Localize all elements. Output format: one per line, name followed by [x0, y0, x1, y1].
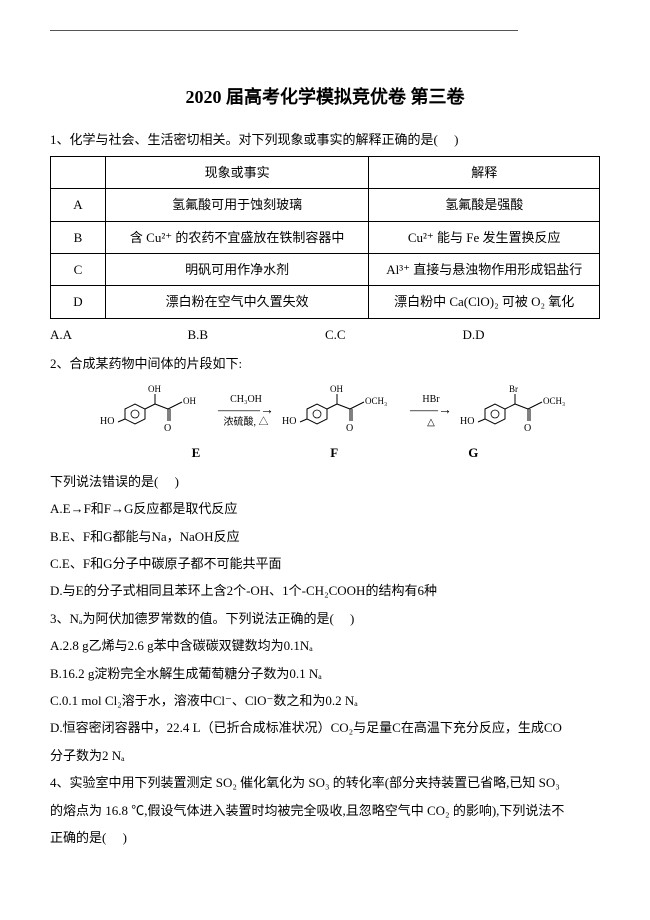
option-a: A.A [50, 323, 188, 346]
q2-after: 下列说法错误的是( ) [50, 470, 600, 493]
q2-opt-c: C.E、F和G分子中碳原子都不可能共平面 [50, 552, 600, 575]
cell: 解释 [369, 156, 600, 188]
label-g: G [468, 441, 478, 464]
page-title: 2020 届高考化学模拟竞优卷 第三卷 [50, 81, 600, 113]
q3-opt-d2: 分子数为2 Nₐ [50, 744, 600, 767]
q3-opt-b: B.16.2 g淀粉完全水解生成葡萄糖分子数为0.1 Nₐ [50, 662, 600, 685]
header-rule [50, 30, 518, 31]
cell: Al³⁺ 直接与悬浊物作用形成铝盐行 [369, 253, 600, 285]
q4-stem3: 正确的是( ) [50, 826, 600, 849]
cell: 漂白粉中 Ca(ClO)₂ 可被 O₂ 氧化 [369, 286, 600, 318]
molecule-labels: E F G [70, 441, 600, 464]
molecule-e-svg: HO OH O OH [100, 384, 210, 439]
arrow-icon: ——→ [410, 405, 452, 416]
reaction-scheme: HO OH O OH CH₃OH ———→ 浓硫酸, △ HO OH [80, 384, 600, 439]
svg-text:HO: HO [100, 416, 114, 427]
svg-text:O: O [346, 423, 353, 434]
option-d: D.D [463, 323, 601, 346]
q2-stem: 2、合成某药物中间体的片段如下: [50, 352, 600, 375]
cell [51, 156, 106, 188]
molecule-g-svg: HO Br O OCH₃ [460, 384, 580, 439]
molecule-f-svg: HO OH O OCH₃ [282, 384, 402, 439]
reaction-arrow-2: HBr ——→ △ [410, 394, 452, 427]
arrow-bot: △ [427, 417, 435, 428]
q1-stem: 1、化学与社会、生活密切相关。对下列现象或事实的解释正确的是( ) [50, 128, 600, 151]
q2-opt-b: B.E、F和G都能与Na，NaOH反应 [50, 525, 600, 548]
q3-opt-c: C.0.1 mol Cl₂溶于水，溶液中Cl⁻、ClO⁻数之和为0.2 Nₐ [50, 689, 600, 712]
molecule-e: HO OH O OH [100, 384, 210, 439]
svg-text:OH: OH [330, 384, 343, 394]
svg-text:OH: OH [148, 384, 161, 394]
arrow-icon: ———→ [218, 405, 274, 416]
q4-stem1: 4、实验室中用下列装置测定 SO₂ 催化氧化为 SO₃ 的转化率(部分夹持装置已… [50, 771, 600, 794]
q4-stem2: 的熔点为 16.8 ℃,假设气体进入装置时均被完全吸收,且忽略空气中 CO₂ 的… [50, 799, 600, 822]
option-b: B.B [188, 323, 326, 346]
label-e: E [192, 441, 201, 464]
table-row: C 明矾可用作净水剂 Al³⁺ 直接与悬浊物作用形成铝盐行 [51, 253, 600, 285]
cell: 明矾可用作净水剂 [105, 253, 369, 285]
option-c: C.C [325, 323, 463, 346]
svg-text:HO: HO [460, 416, 474, 427]
q1-table: 现象或事实 解释 A 氢氟酸可用于蚀刻玻璃 氢氟酸是强酸 B 含 Cu²⁺ 的农… [50, 156, 600, 319]
reaction-arrow-1: CH₃OH ———→ 浓硫酸, △ [218, 394, 274, 427]
cell: 现象或事实 [105, 156, 369, 188]
svg-text:Br: Br [509, 384, 518, 394]
cell: 氢氟酸是强酸 [369, 189, 600, 221]
svg-text:OCH₃: OCH₃ [543, 396, 565, 406]
table-row: B 含 Cu²⁺ 的农药不宜盛放在铁制容器中 Cu²⁺ 能与 Fe 发生置换反应 [51, 221, 600, 253]
svg-text:O: O [164, 423, 171, 434]
cell: C [51, 253, 106, 285]
molecule-f: HO OH O OCH₃ [282, 384, 402, 439]
svg-text:OH: OH [183, 396, 196, 406]
table-row: A 氢氟酸可用于蚀刻玻璃 氢氟酸是强酸 [51, 189, 600, 221]
arrow-bot: 浓硫酸, △ [224, 417, 269, 428]
cell: 含 Cu²⁺ 的农药不宜盛放在铁制容器中 [105, 221, 369, 253]
cell: B [51, 221, 106, 253]
svg-text:HO: HO [282, 416, 296, 427]
cell: A [51, 189, 106, 221]
q3-opt-d: D.恒容密闭容器中，22.4 L（已折合成标准状况）CO₂与足量C在高温下充分反… [50, 716, 600, 739]
cell: 漂白粉在空气中久置失效 [105, 286, 369, 318]
table-row: 现象或事实 解释 [51, 156, 600, 188]
q3-stem: 3、Nₐ为阿伏加德罗常数的值。下列说法正确的是( ) [50, 607, 600, 630]
molecule-g: HO Br O OCH₃ [460, 384, 580, 439]
cell: Cu²⁺ 能与 Fe 发生置换反应 [369, 221, 600, 253]
svg-text:OCH₃: OCH₃ [365, 396, 387, 406]
cell: D [51, 286, 106, 318]
q2-opt-a: A.E→F和F→G反应都是取代反应 [50, 497, 600, 520]
q1-options: A.A B.B C.C D.D [50, 323, 600, 346]
svg-text:O: O [524, 423, 531, 434]
table-row: D 漂白粉在空气中久置失效 漂白粉中 Ca(ClO)₂ 可被 O₂ 氧化 [51, 286, 600, 318]
cell: 氢氟酸可用于蚀刻玻璃 [105, 189, 369, 221]
q2-opt-d: D.与E的分子式相同且苯环上含2个-OH、1个-CH₂COOH的结构有6种 [50, 579, 600, 602]
q3-opt-a: A.2.8 g乙烯与2.6 g苯中含碳碳双键数均为0.1Nₐ [50, 634, 600, 657]
label-f: F [330, 441, 338, 464]
